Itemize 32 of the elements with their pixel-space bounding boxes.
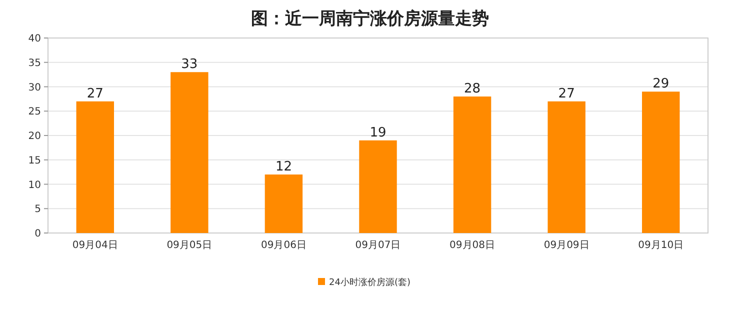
data-label: 27 — [86, 86, 104, 102]
bar — [359, 140, 397, 233]
x-tick-label: 09月06日 — [260, 240, 306, 251]
y-tick-label: 5 — [34, 204, 41, 216]
x-tick-label: 09月10日 — [638, 240, 684, 251]
bar — [264, 174, 303, 233]
data-label: 12 — [275, 160, 292, 174]
data-label: 27 — [558, 86, 575, 102]
bar — [453, 96, 492, 233]
y-tick-label: 0 — [34, 228, 41, 240]
data-label: 19 — [370, 125, 386, 140]
bar — [76, 101, 114, 233]
x-tick-label: 09月07日 — [355, 240, 401, 251]
y-tick-label: 35 — [28, 58, 41, 69]
y-tick-label: 25 — [28, 106, 41, 118]
bar — [642, 92, 680, 233]
y-tick-label: 30 — [28, 82, 41, 94]
legend-label: 24小时涨价房源(套) — [329, 277, 410, 288]
x-tick-label: 09月05日 — [166, 240, 212, 251]
x-tick-label: 09月04日 — [72, 240, 118, 251]
y-tick-label: 10 — [28, 180, 41, 191]
data-label: 33 — [181, 57, 198, 72]
x-tick-label: 09月08日 — [450, 240, 496, 251]
y-tick-label: 40 — [28, 34, 41, 44]
chart-title: 图：近一周南宁涨价房源量走势 — [251, 9, 489, 29]
x-tick-label: 09月09日 — [544, 240, 590, 251]
data-label: 28 — [464, 82, 481, 96]
y-tick-label: 20 — [28, 131, 41, 142]
data-label: 29 — [652, 76, 670, 92]
bar — [170, 72, 208, 233]
y-tick-label: 15 — [28, 155, 41, 166]
bar — [548, 101, 586, 233]
